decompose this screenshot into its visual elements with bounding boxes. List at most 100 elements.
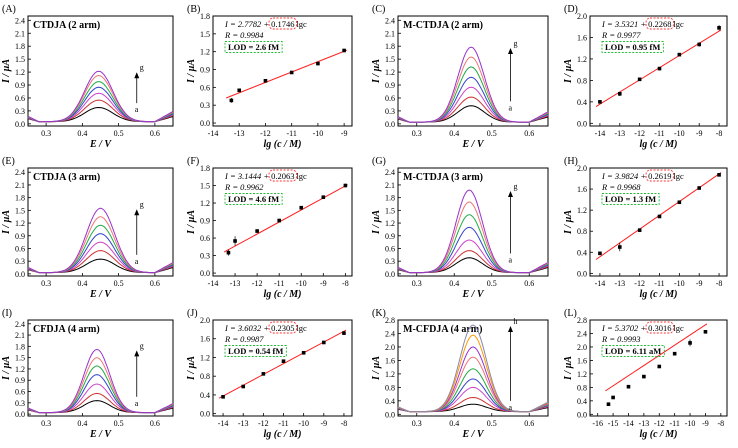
y-tick-label: 0.0: [15, 410, 25, 419]
y-tick-label: 1.2: [200, 353, 210, 362]
y-tick-label: 1.2: [385, 68, 395, 77]
x-tick-label: -8: [342, 279, 349, 288]
series-line: [27, 241, 174, 274]
x-tick-label: 0.4: [77, 279, 87, 288]
x-tick-label: -11: [669, 419, 679, 428]
series-line: [397, 86, 549, 123]
arrow-end-label: g: [514, 39, 518, 48]
y-tick-label: 1.8: [200, 164, 210, 173]
panel-tag: (C): [372, 4, 385, 15]
arrow-start-label: a: [509, 103, 513, 112]
fit-line: [605, 323, 708, 392]
data-point: [611, 395, 615, 400]
series-line: [397, 226, 549, 274]
y-tick-label: 0.9: [385, 232, 395, 241]
x-tick-label: -13: [614, 279, 625, 288]
x-axis-label: lg (c / M): [263, 429, 301, 440]
data-point: [299, 205, 304, 210]
y-axis-label: I / µA: [1, 59, 12, 84]
y-tick-label: 0.0: [200, 119, 210, 128]
y-axis-label: I / µA: [371, 210, 382, 235]
y-tick-label: 1.2: [385, 370, 395, 379]
y-tick-label: 0.6: [15, 244, 25, 253]
fit-equation-suffix: lgc: [673, 323, 684, 333]
y-axis-label: I / µA: [1, 356, 12, 381]
y-tick-label: 2.8: [577, 316, 587, 325]
data-point: [598, 251, 602, 256]
y-tick-label: 1.2: [15, 365, 25, 374]
x-tick-label: -10: [296, 279, 307, 288]
y-tick-label: 0.3: [15, 257, 25, 266]
y-tick-label: 0.4: [577, 248, 587, 257]
data-point: [626, 384, 631, 389]
data-point: [688, 341, 692, 345]
x-tick-label: -14: [623, 419, 634, 428]
panel-tag: (K): [372, 308, 386, 319]
x-tick-label: -10: [685, 419, 696, 428]
fit-equation-suffix: lgc: [296, 19, 307, 29]
y-tick-label: 0.6: [200, 83, 210, 92]
x-tick-label: 0.5: [487, 129, 497, 138]
data-point: [677, 200, 682, 205]
fit-slope: 0.2063: [271, 171, 294, 181]
lod-highlight-box: [224, 345, 287, 357]
x-tick-label: -9: [696, 129, 703, 138]
arrow-end-label: g: [514, 182, 518, 191]
y-tick-label: 1.2: [577, 206, 587, 215]
data-point: [289, 70, 294, 75]
y-tick-label: 0.0: [15, 120, 25, 129]
x-tick-label: 0.6: [150, 279, 160, 288]
y-tick-label: 0.4: [577, 397, 587, 406]
x-tick-label: -15: [608, 419, 619, 428]
y-tick-label: 1.8: [15, 342, 25, 351]
x-tick-label: 0.6: [150, 419, 160, 428]
y-tick-label: 0.8: [577, 76, 587, 85]
y-tick-label: 0.0: [200, 269, 210, 278]
panel-title: CTDJA (2 arm): [33, 20, 100, 31]
x-tick-label: -13: [234, 129, 245, 138]
series-line: [27, 224, 174, 274]
series-line: [397, 76, 549, 123]
fit-equation: I = 3.6032 +: [224, 323, 269, 333]
y-tick-label: 1.2: [577, 55, 587, 64]
panel-tag: (L): [564, 308, 577, 319]
fit-slope: 0.1746: [271, 19, 294, 29]
panel-d: -14 -13 -12 -11 -10 -9 -8 0.0 0.4 0.8 1.2 1.6 2.0 lg …: [563, 4, 728, 150]
r-value: R = 0.9987: [224, 334, 264, 344]
series-line: [27, 374, 174, 414]
y-tick-label: 0.0: [577, 410, 587, 419]
data-point: [241, 384, 246, 389]
x-tick-label: 0.4: [77, 129, 87, 138]
series-line: [397, 96, 549, 123]
fit-equation-suffix: lgc: [296, 323, 307, 333]
r-value: R = 0.9993: [601, 334, 641, 344]
y-tick-label: 0.0: [15, 270, 25, 279]
y-tick-label: 2.4: [15, 168, 25, 177]
y-tick-label: 0.3: [200, 252, 210, 261]
y-tick-label: 2.4: [15, 320, 25, 329]
y-tick-label: 1.5: [200, 182, 210, 191]
y-tick-label: 1.8: [15, 194, 25, 203]
y-tick-label: 0.0: [385, 410, 395, 419]
x-tick-label: 0.5: [114, 279, 124, 288]
panel-tag: (H): [564, 156, 578, 167]
x-axis-label: E / V: [461, 139, 484, 150]
data-point: [606, 402, 611, 407]
fit-equation: I = 5.3702 +: [601, 323, 646, 333]
fit-line: [225, 49, 347, 99]
data-point: [277, 218, 281, 223]
data-point: [703, 329, 708, 334]
data-point: [657, 66, 662, 71]
panel-e: 0.3 0.4 0.5 0.6 0.0 0.3 0.6 0.9 1.2 1.5 1.8 2.1 2.4 E…: [1, 156, 174, 300]
y-tick-label: 1.5: [15, 55, 25, 64]
y-tick-label: 1.5: [15, 354, 25, 363]
data-point: [717, 26, 721, 30]
panel-tag: (F): [187, 156, 199, 167]
y-tick-label: 0.3: [385, 257, 395, 266]
y-tick-label: 1.5: [200, 30, 210, 39]
data-point: [642, 374, 646, 379]
panel-title: M-CFDJA (4 arm): [403, 324, 482, 335]
y-axis-label: I / µA: [563, 356, 574, 381]
arrow-head: [134, 72, 140, 79]
arrow-end-label: g: [140, 200, 144, 209]
